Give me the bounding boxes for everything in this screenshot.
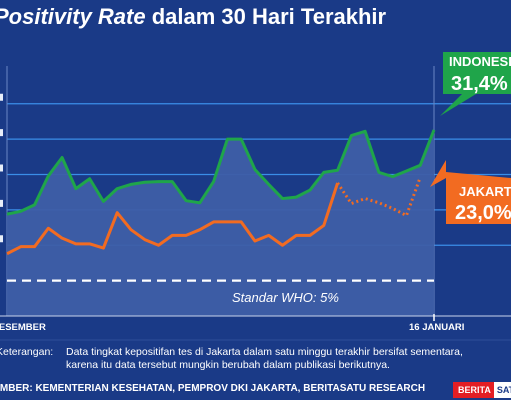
footer: SUMBER: KEMENTERIAN KESEHATAN, PEMPROV D… bbox=[0, 376, 511, 400]
y-tick-label bbox=[0, 199, 3, 207]
chart-title: Positivity Rate dalam 30 Hari Terakhir bbox=[0, 4, 386, 30]
y-tick-label bbox=[0, 93, 3, 101]
notes-label: Keterangan: bbox=[0, 346, 54, 358]
chart-title-rest: dalam 30 Hari Terakhir bbox=[145, 4, 387, 29]
indonesia-label-name: INDONESIA bbox=[449, 54, 511, 69]
brand-left: BERITA bbox=[453, 382, 494, 398]
source-text: SUMBER: KEMENTERIAN KESEHATAN, PEMPROV D… bbox=[0, 383, 426, 394]
chart-title-italic: Positivity Rate bbox=[0, 4, 146, 29]
x-tick-label-end: 16 JANUARI bbox=[409, 322, 464, 333]
jakarta-callout-box bbox=[430, 160, 511, 224]
y-tick-label bbox=[0, 129, 3, 137]
jakarta-label-value: 23,0% bbox=[455, 202, 511, 224]
brand-logo: BERITA SATU bbox=[453, 382, 511, 398]
brand-right: SATU bbox=[493, 382, 511, 398]
series-line-indonesia bbox=[6, 129, 436, 216]
series-line-jakarta bbox=[6, 182, 340, 256]
y-tick-label bbox=[0, 235, 3, 243]
y-tick-label bbox=[0, 164, 3, 172]
who-reference-label: Standar WHO: 5% bbox=[232, 290, 339, 305]
notes-text: Data tingkat kepositifan tes di Jakarta … bbox=[66, 346, 463, 371]
jakarta-label-name: JAKARTA bbox=[459, 184, 511, 199]
x-tick-label-start: DESEMBER bbox=[0, 322, 46, 333]
notes: Keterangan: Data tingkat kepositifan tes… bbox=[0, 344, 511, 374]
indonesia-callout-box bbox=[440, 52, 511, 116]
indonesia-label-value: 31,4% bbox=[451, 73, 508, 95]
line-chart: Standar WHO: 5% DESEMBER 16 JANUARI INDONES… bbox=[0, 52, 511, 341]
